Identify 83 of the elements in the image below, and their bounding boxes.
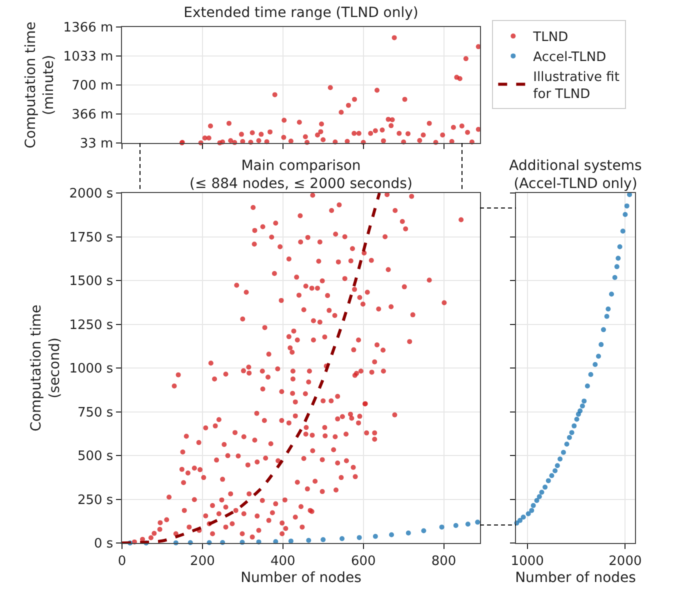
point [622, 212, 628, 218]
point [453, 523, 458, 528]
legend-label: Illustrative fit for TLND [533, 70, 620, 102]
y-tick-label: 1250 s [69, 318, 114, 333]
point [526, 511, 531, 516]
x-axis-title: Number of nodes [240, 570, 362, 586]
point [564, 442, 570, 447]
point [549, 473, 554, 478]
line-series [122, 193, 381, 543]
point [534, 498, 540, 503]
y-tick-label: 1000 s [69, 362, 114, 377]
x-axis-title: Number of nodes [515, 570, 636, 586]
y-tick-label: 1033 m [63, 50, 114, 65]
point [606, 306, 611, 312]
point [421, 528, 426, 534]
point [574, 416, 580, 422]
y-tick-label: 1750 s [69, 230, 114, 246]
point [592, 362, 598, 367]
point [518, 518, 523, 523]
point [624, 203, 630, 208]
y-tick-label: 500 s [77, 449, 114, 464]
y-tick-label: 250 s [77, 492, 114, 508]
point [465, 522, 470, 527]
point [560, 450, 566, 455]
x-tick-label: 1000 [510, 554, 544, 569]
x-tick-label: 0 [118, 554, 126, 569]
point [306, 538, 312, 543]
point [340, 536, 345, 542]
point [552, 468, 558, 474]
y-tick-label: 1500 s [69, 274, 114, 290]
x-tick-label: 400 [270, 554, 296, 569]
point [406, 530, 411, 536]
point [609, 292, 614, 297]
point [578, 408, 583, 414]
point [569, 430, 574, 436]
x-tick-label: 800 [431, 554, 456, 569]
point [582, 398, 587, 404]
point [588, 372, 594, 377]
y-tick-label: 2000 s [69, 186, 114, 202]
x-tick-label: 2000 [608, 554, 642, 569]
point [620, 228, 626, 234]
point [614, 264, 620, 270]
chart-title: Main comparison (≤ 884 nodes, ≤ 2000 seconds) [190, 158, 412, 192]
point [612, 275, 618, 280]
y-tick-label: 33 m [80, 136, 114, 152]
point [520, 514, 526, 520]
legend-label: TLND [532, 30, 568, 46]
point [617, 244, 622, 250]
y-axis-title: Computation time (second) [28, 304, 63, 432]
point [584, 384, 590, 389]
point [572, 423, 577, 428]
point [596, 354, 601, 359]
point [542, 484, 548, 490]
point [558, 456, 563, 462]
legend-label: Accel-TLND [533, 50, 606, 66]
y-tick-label: 0 s [94, 536, 114, 552]
x-tick-label: 600 [350, 554, 376, 569]
point [616, 256, 621, 261]
x-tick-label: 200 [190, 554, 215, 569]
point [539, 490, 544, 495]
point [598, 342, 604, 348]
point [580, 403, 585, 408]
y-axis-title: Computation time (minute) [22, 22, 58, 148]
point [604, 314, 610, 319]
point [600, 327, 606, 332]
point [439, 524, 444, 530]
point [529, 508, 534, 513]
point [566, 434, 572, 440]
point [536, 494, 542, 500]
point [530, 503, 536, 508]
point [356, 535, 362, 540]
y-tick-label: 1366 m [63, 20, 114, 36]
chart-title: Extended time range (TLND only) [184, 4, 418, 21]
point [389, 532, 394, 538]
point [475, 520, 480, 525]
y-tick-label: 366 m [72, 108, 114, 123]
point [320, 537, 326, 542]
point [546, 478, 551, 484]
y-tick-label: 750 s [77, 405, 114, 420]
point [372, 534, 378, 539]
point [554, 463, 560, 468]
chart-title: Additional systems (Accel-TLND only) [509, 158, 642, 192]
y-tick-label: 700 m [72, 78, 114, 94]
